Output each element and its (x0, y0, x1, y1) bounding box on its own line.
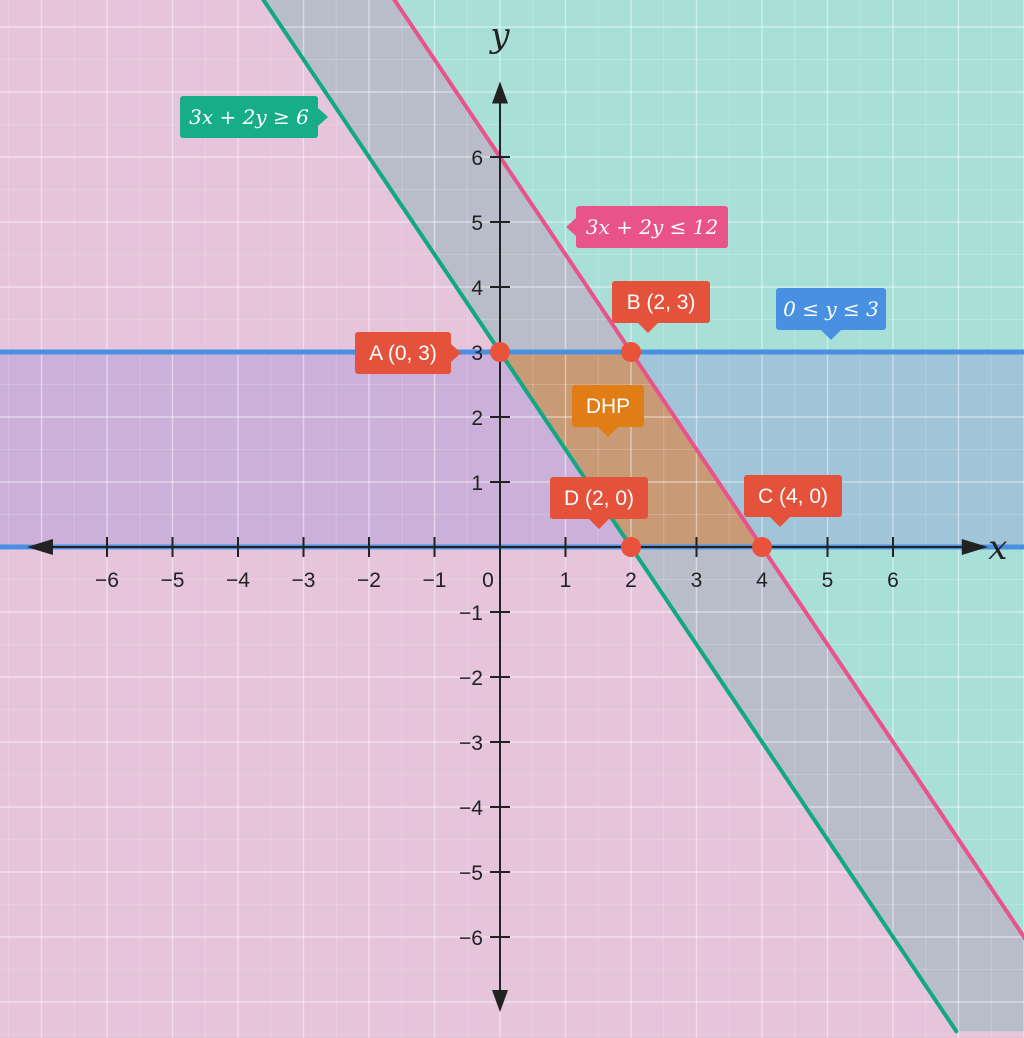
y-tick-label: −5 (459, 862, 483, 885)
line-3x-2y-12 (392, 0, 1024, 941)
label-point-C-text: C (4, 0) (758, 485, 828, 508)
label-point-B-pointer (638, 323, 658, 333)
label-3x-2y-6-text: 3x + 2y ≥ 6 (189, 105, 309, 129)
label-point-A: A (0, 3) (355, 332, 461, 374)
label-3x-2y-6: 3x + 2y ≥ 6 (180, 96, 328, 138)
x-tick-label: −4 (226, 569, 250, 592)
label-3x-2y-12-pointer (566, 218, 576, 236)
label-point-B-bg (612, 281, 710, 323)
x-tick-label: 2 (625, 569, 637, 592)
x-axis-arrow-left (26, 539, 53, 555)
y-tick-label: 4 (471, 277, 483, 300)
y-tick-label: 6 (471, 147, 483, 170)
label-y-band-text: 0 ≤ y ≤ 3 (783, 297, 879, 321)
label-point-A-text: A (0, 3) (369, 342, 437, 365)
label-region: DHP (572, 385, 644, 437)
x-tick-label: 4 (756, 569, 768, 592)
x-tick-label: 6 (887, 569, 899, 592)
tick-labels: x y −6 −5 −4 −3 −2 −1 0 1 2 3 4 5 6 −6 −5 −4 −3 −2 −1 1 2 3 4 5 6 (95, 16, 1007, 951)
point-B (621, 342, 641, 362)
y-tick-label: −1 (459, 602, 483, 625)
label-point-B-text: B (2, 3) (627, 291, 696, 314)
axes (26, 81, 988, 1012)
y-tick-label: −4 (459, 797, 483, 820)
x-tick-label: 3 (691, 569, 703, 592)
y-tick-label: 2 (471, 407, 483, 430)
points (490, 342, 772, 557)
point-C (752, 537, 772, 557)
y-tick-label: 5 (471, 212, 483, 235)
label-3x-2y-12-text: 3x + 2y ≤ 12 (586, 215, 718, 239)
label-3x-2y-6-pointer (318, 108, 328, 126)
y-tick-label: 3 (471, 342, 483, 365)
y-axis-label: y (488, 16, 510, 56)
label-3x-2y-6-bg (180, 96, 318, 138)
x-axis-arrow-right (961, 539, 988, 555)
x-tick-label: −6 (95, 569, 119, 592)
label-point-A-bg (355, 332, 451, 374)
point-A (490, 342, 510, 362)
y-axis-arrow-down (492, 990, 508, 1012)
point-D (621, 537, 641, 557)
annotation-labels: 3x + 2y ≥ 6 3x + 2y ≤ 12 0 ≤ y ≤ 3 A (0, 3)… (180, 96, 886, 529)
y-tick-label: 1 (471, 472, 483, 495)
label-region-text: DHP (586, 395, 630, 418)
x-tick-label: −1 (423, 569, 447, 592)
x-tick-label: −3 (292, 569, 316, 592)
label-point-D-text: D (2, 0) (564, 487, 634, 510)
label-point-A-pointer (451, 344, 461, 362)
x-tick-label: 0 (482, 569, 494, 592)
region-y-band (0, 352, 1024, 547)
y-tick-label: −6 (459, 927, 483, 950)
label-point-C-bg (744, 475, 842, 517)
label-3x-2y-12-bg (576, 206, 728, 248)
label-point-D-bg (550, 477, 648, 519)
label-region-pointer (598, 427, 618, 437)
label-y-band-bg (776, 288, 886, 330)
label-point-C: C (4, 0) (744, 475, 842, 527)
label-y-band: 0 ≤ y ≤ 3 (776, 288, 886, 340)
label-region-bg (572, 385, 644, 427)
label-y-band-pointer (821, 330, 841, 340)
y-axis-arrow-up (492, 81, 508, 104)
label-point-D: D (2, 0) (550, 477, 648, 529)
x-axis-label: x (988, 528, 1007, 568)
label-3x-2y-12: 3x + 2y ≤ 12 (566, 206, 728, 248)
x-tick-label: 5 (822, 569, 834, 592)
x-tick-label: 1 (560, 569, 572, 592)
label-point-D-pointer (589, 519, 609, 529)
x-tick-label: −2 (357, 569, 381, 592)
feasible-region (500, 352, 762, 547)
label-point-B: B (2, 3) (612, 281, 710, 333)
y-tick-label: −3 (459, 732, 483, 755)
x-tick-label: −5 (161, 569, 185, 592)
y-tick-label: −2 (459, 667, 483, 690)
label-point-C-pointer (770, 517, 790, 527)
